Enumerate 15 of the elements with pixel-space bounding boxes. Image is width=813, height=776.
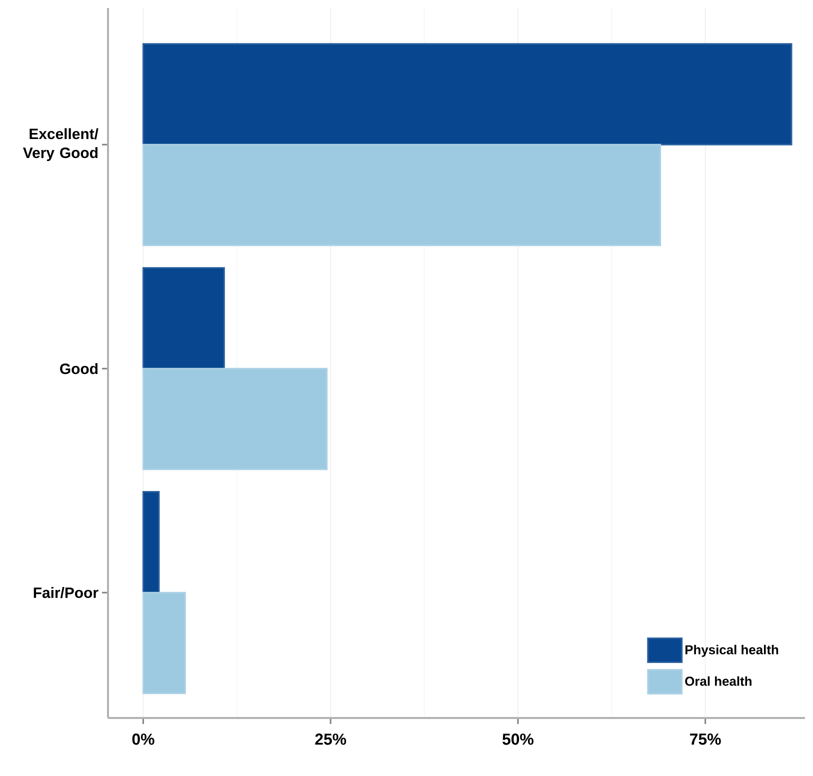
x-tick-label: 75% — [690, 734, 721, 745]
bar — [142, 368, 328, 470]
bar — [142, 592, 186, 694]
bar — [142, 267, 225, 370]
x-tick-label: 0% — [132, 734, 154, 745]
x-tick-label: 25% — [315, 734, 346, 745]
legend-label: Physical health — [685, 644, 778, 657]
x-tick-label: 50% — [502, 734, 534, 745]
bar — [142, 43, 792, 146]
y-tick-label: Excellent/ Very Good — [23, 128, 98, 162]
legend-label: Oral health — [685, 676, 752, 686]
bar — [142, 144, 662, 246]
y-tick-label: Fair/Poor — [34, 587, 98, 598]
bar — [142, 491, 160, 594]
y-tick-label: Good — [60, 363, 98, 374]
